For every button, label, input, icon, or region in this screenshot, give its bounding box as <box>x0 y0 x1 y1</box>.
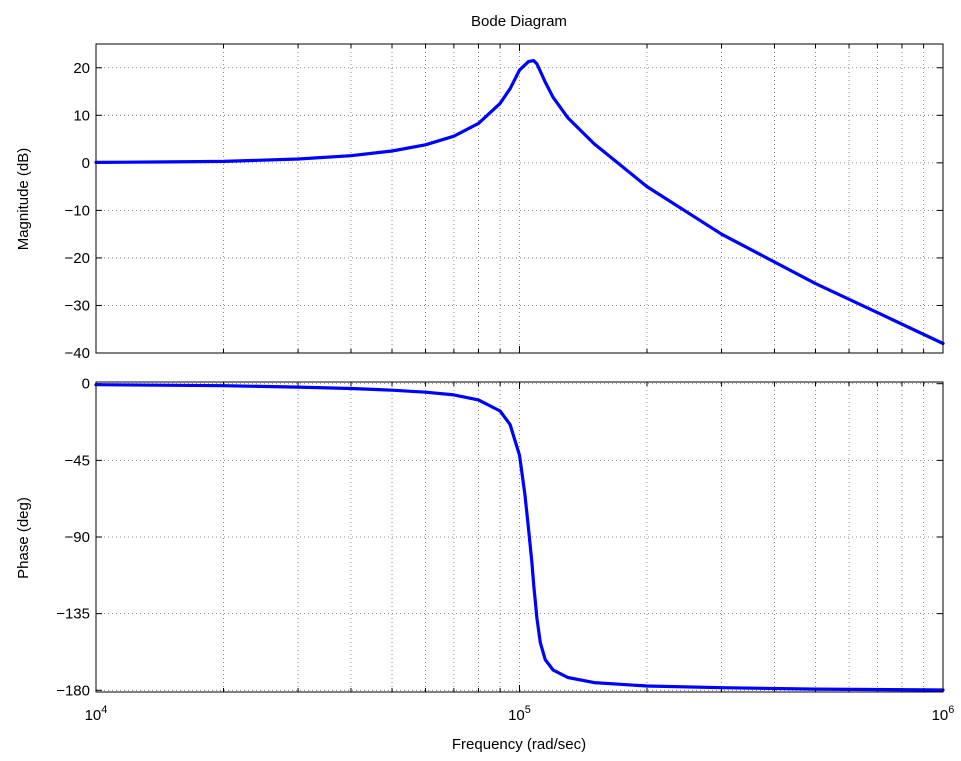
magnitude-y-tick-label: −40 <box>65 345 90 362</box>
phase-series-line <box>94 383 945 692</box>
phase-y-tick-label: 0 <box>82 376 90 393</box>
x-tick-label: 105 <box>508 704 531 724</box>
chart-title: Bode Diagram <box>471 13 567 30</box>
phase-y-tick-label: −90 <box>65 529 90 546</box>
phase-panel: 0 −45 −90 −135 −180 <box>56 376 945 699</box>
phase-axis-label: Phase (deg) <box>15 497 32 579</box>
x-axis-label: Frequency (rad/sec) <box>452 736 586 753</box>
magnitude-y-tick-label: 10 <box>73 107 90 124</box>
phase-y-tick-label: −180 <box>56 682 90 699</box>
magnitude-y-tick-label: −10 <box>65 202 90 219</box>
phase-plot-area <box>96 382 943 692</box>
phase-y-tick-label: −135 <box>56 606 90 623</box>
x-tick-label: 106 <box>932 704 955 724</box>
magnitude-y-tick-label: 20 <box>73 60 90 77</box>
phase-plot-frame <box>95 381 944 693</box>
magnitude-series-line <box>94 58 945 346</box>
x-tick-labels: 104 105 106 <box>85 704 955 724</box>
magnitude-panel: 20 10 0 −10 −20 −30 −40 <box>65 43 945 362</box>
phase-y-tick-label: −45 <box>65 452 90 469</box>
magnitude-plot-area <box>96 44 943 353</box>
magnitude-y-tick-label: −20 <box>65 250 90 267</box>
magnitude-y-tick-label: −30 <box>65 297 90 314</box>
magnitude-plot-frame <box>95 43 944 354</box>
x-tick-label: 104 <box>85 704 108 724</box>
magnitude-y-tick-label: 0 <box>82 155 90 172</box>
magnitude-axis-label: Magnitude (dB) <box>15 148 32 251</box>
